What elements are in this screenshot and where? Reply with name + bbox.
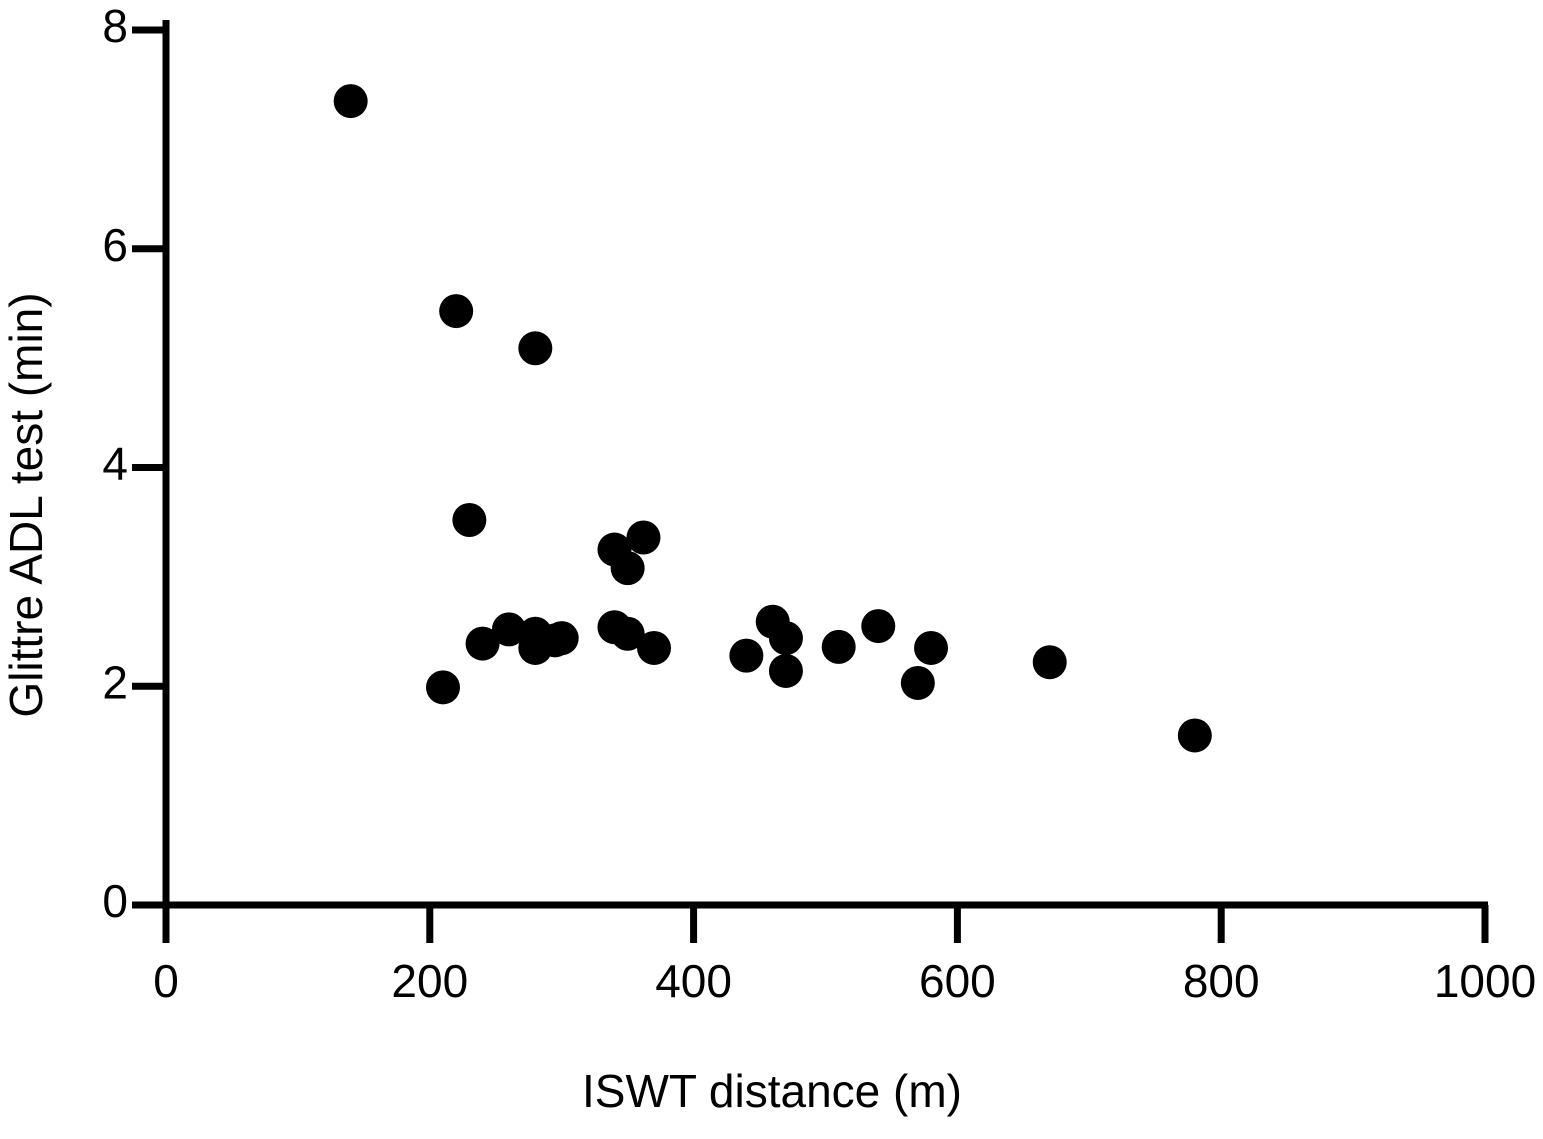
point [729,638,764,673]
point [900,665,935,700]
point [465,626,500,661]
point [626,520,661,555]
y-tick-label: 4 [102,438,128,490]
point [768,653,803,688]
point [861,609,896,644]
x-tick-label: 1000 [1434,955,1536,1007]
x-tick-label: 400 [655,955,732,1007]
point [333,84,368,119]
y-tick-label: 6 [102,219,128,271]
point [544,621,579,656]
x-tick-label: 600 [919,955,996,1007]
y-tick-label: 0 [102,875,128,927]
point [768,621,803,656]
point [610,616,645,651]
point [914,630,949,665]
x-axis-title: ISWT distance (m) [582,1065,962,1117]
point [1032,645,1067,680]
point [821,629,856,664]
y-axis-title: Glittre ADL test (min) [0,292,52,717]
point [425,670,460,705]
x-tick-label: 200 [391,955,468,1007]
x-tick-label: 800 [1183,955,1260,1007]
point [610,551,645,586]
point [637,630,672,665]
y-tick-label: 8 [102,0,128,52]
point [518,331,553,366]
point [452,503,487,537]
y-tick-label: 2 [102,656,128,708]
point [439,294,474,329]
point [491,612,526,647]
point [1177,718,1212,753]
x-tick-label: 0 [153,955,179,1007]
